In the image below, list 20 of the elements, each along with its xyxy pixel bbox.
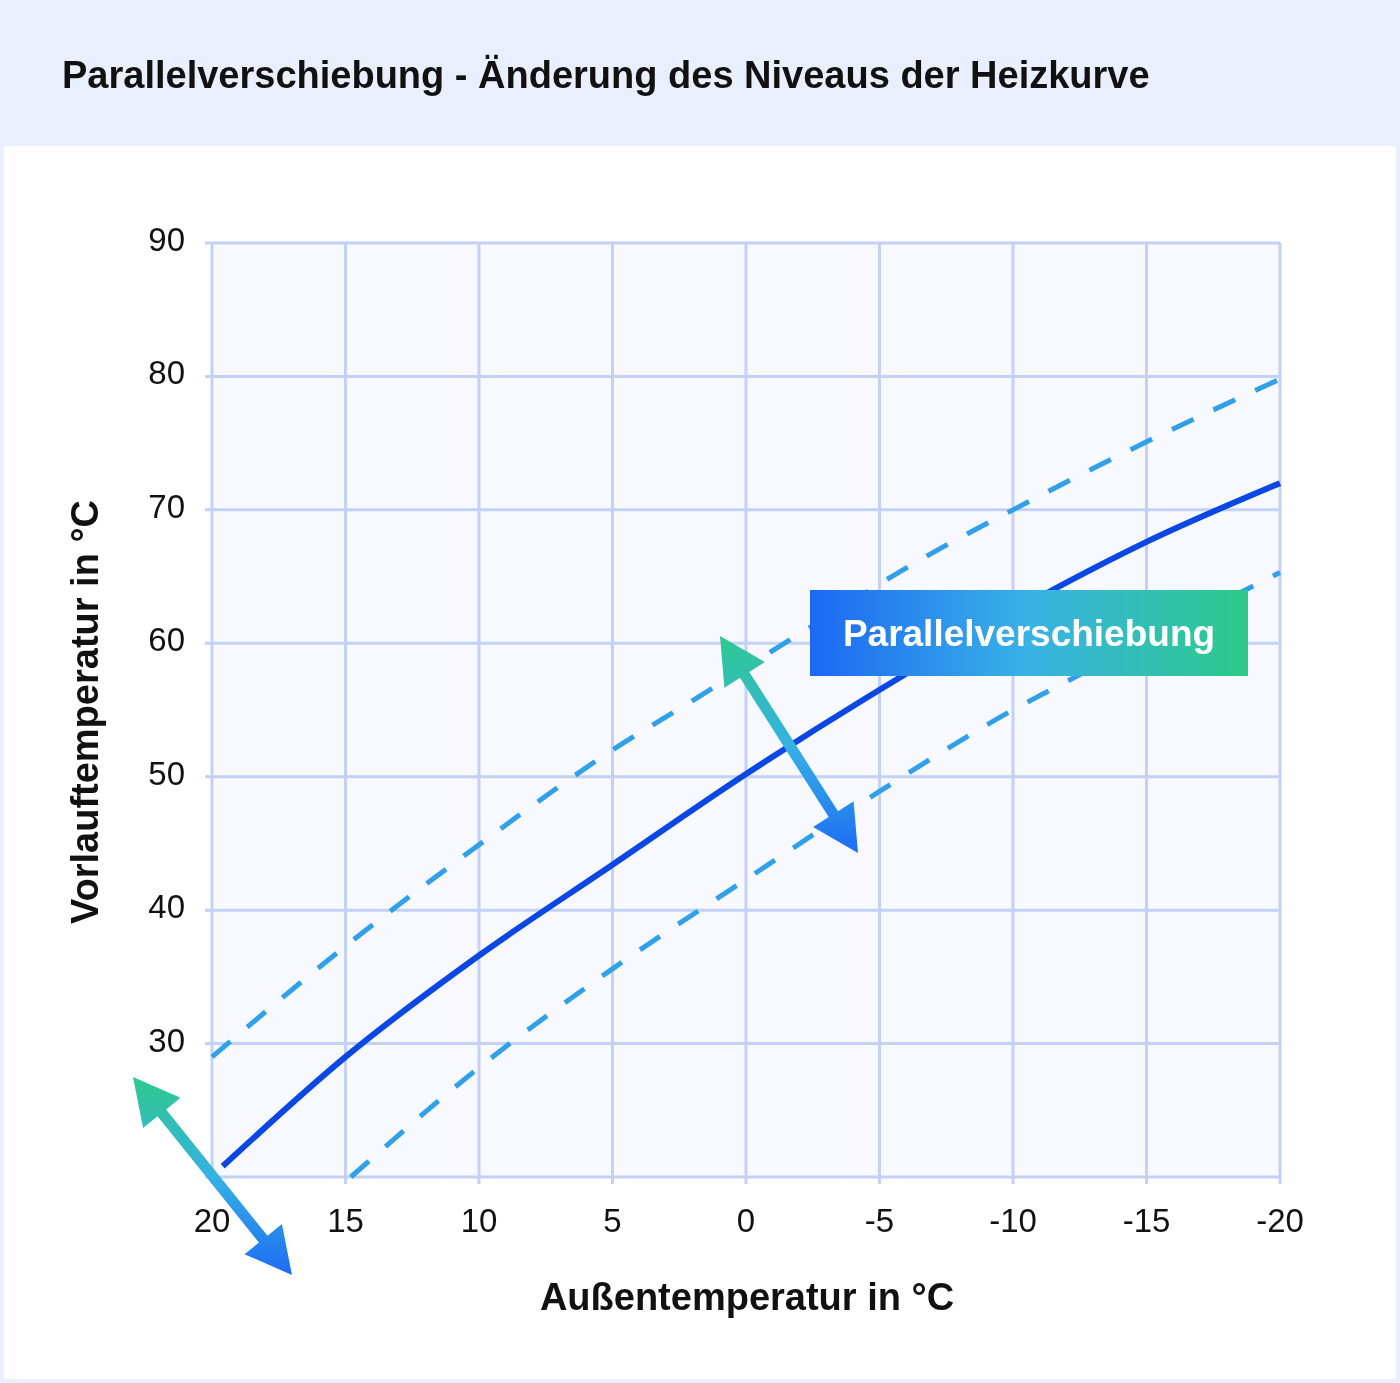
x-tick-label: 15 (327, 1202, 364, 1239)
x-axis-title: Außentemperatur in °C (539, 1276, 955, 1318)
x-tick-label: -5 (864, 1202, 895, 1239)
x-tick-label: 10 (460, 1202, 498, 1239)
x-tick-label: -10 (989, 1202, 1037, 1239)
x-tick-label: 0 (736, 1202, 756, 1239)
y-tick-label: 30 (148, 1021, 185, 1059)
y-tick-label: 60 (148, 621, 185, 659)
x-tick-label: 20 (193, 1202, 231, 1239)
x-tick-label: -15 (1122, 1202, 1171, 1239)
x-tick-label: -20 (1256, 1202, 1304, 1239)
x-tick-label: 5 (603, 1202, 622, 1239)
y-tick-label: 90 (148, 221, 185, 258)
chart-title: Parallelverschiebung - Änderung des Niveaus der Heizkurve (62, 54, 1150, 96)
annotation: Parallelverschiebung (842, 613, 1216, 654)
y-tick-label: 80 (148, 354, 185, 392)
y-axis-title: Vorlauftemperatur in °C (64, 499, 106, 925)
y-tick-label: 50 (148, 754, 185, 792)
y-tick-label: 70 (148, 487, 185, 525)
y-tick-label: 40 (148, 888, 185, 926)
